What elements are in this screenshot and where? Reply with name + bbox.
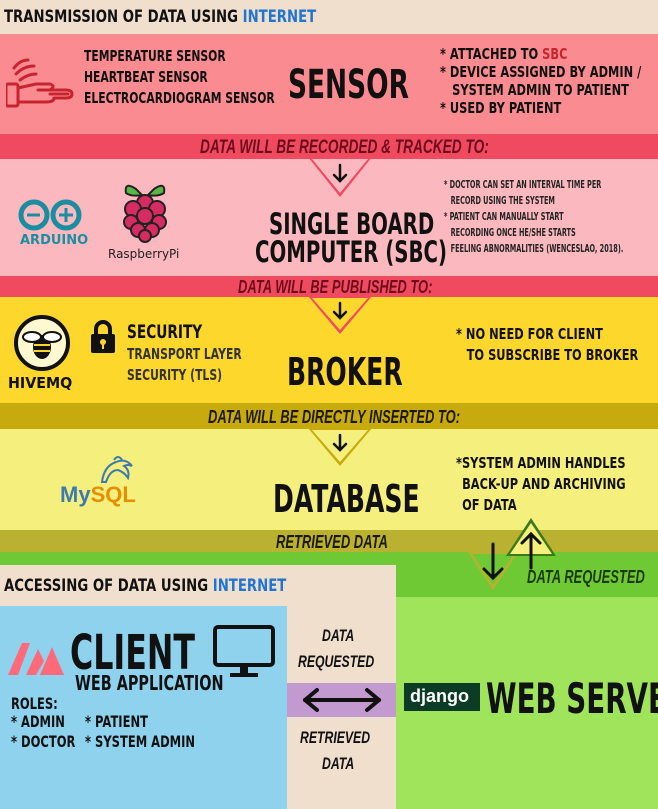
band-inserted-label: DATA WILL BE DIRECTLY INSERTED TO: (208, 407, 461, 427)
hand-sensor-icon (6, 58, 74, 108)
sbc-note: * DOCTOR CAN SET AN INTERVAL TIME PER (444, 178, 602, 191)
role-item: * SYSTEM ADMIN (85, 732, 196, 751)
role-item: * ADMIN (11, 712, 65, 731)
database-title: DATABASE (273, 477, 420, 521)
raspberry-pi-label: RaspberryPi (108, 247, 180, 261)
lock-icon (91, 320, 115, 353)
sensor-section: TEMPERATURE SENSOR HEARTBEAT SENSOR ELEC… (0, 34, 658, 134)
roles-label: ROLES: (11, 694, 58, 713)
exchange-column: DATA REQUESTED RETRIEVED DATA (287, 606, 396, 809)
sensor-note: * USED BY PATIENT (440, 99, 562, 117)
band-retrieved: RETRIEVED DATA (0, 530, 658, 552)
database-note: BACK-UP AND ARCHIVING (462, 475, 626, 493)
header-highlight: INTERNET (242, 7, 317, 27)
client-panel: CLIENT WEB APPLICATION ROLES: * ADMIN * … (0, 606, 287, 809)
band-published-label: DATA WILL BE PUBLISHED TO: (238, 277, 433, 297)
sbc-note: * PATIENT CAN MANUALLY START (444, 210, 564, 223)
tls-line1: TRANSPORT LAYER (127, 345, 242, 363)
band-recorded: DATA WILL BE RECORDED & TRACKED TO: (0, 134, 658, 159)
client-logo-icon (8, 643, 64, 675)
exchange-top-line2: REQUESTED (298, 652, 375, 671)
client-subtitle: WEB APPLICATION (75, 671, 224, 695)
band-retrieved-label: RETRIEVED DATA (276, 532, 388, 552)
header-prefix: TRANSMISSION OF DATA USING (4, 7, 243, 27)
broker-title: BROKER (287, 350, 403, 394)
mysql-label-my: My (60, 482, 91, 507)
sensor-item: ELECTROCARDIOGRAM SENSOR (84, 89, 275, 107)
security-label: SECURITY (127, 321, 203, 343)
flow-arrow-3 (308, 428, 372, 466)
broker-note: * NO NEED FOR CLIENT (456, 325, 603, 343)
raspberry-pi-icon (123, 184, 167, 243)
mysql-label-sql: SQL (90, 482, 136, 507)
exchange-bottom-line1: RETRIEVED (300, 728, 371, 747)
flow-arrow-2 (308, 296, 372, 334)
data-requested-label: DATA REQUESTED (527, 567, 645, 587)
sensor-note: * ATTACHED TO (440, 45, 543, 63)
page-header: TRANSMISSION OF DATA USING INTERNET (0, 0, 658, 34)
broker-note: TO SUBSCRIBE TO BROKER (466, 346, 639, 364)
band-inserted: DATA WILL BE DIRECTLY INSERTED TO: (0, 403, 658, 429)
access-highlight: INTERNET (212, 576, 287, 596)
sensor-item: TEMPERATURE SENSOR (84, 47, 226, 65)
access-prefix: ACCESSING OF DATA USING (4, 576, 213, 596)
exchange-bottom-line2: DATA (322, 754, 355, 773)
band-recorded-label: DATA WILL BE RECORDED & TRACKED TO: (200, 137, 489, 158)
double-arrow-icon (303, 688, 381, 712)
django-label: django (410, 686, 469, 706)
sbc-note: RECORD USING THE SYSTEM (450, 194, 555, 207)
sbc-title-line2: COMPUTER (SBC) (255, 235, 448, 269)
sbc-note: RECORDING ONCE HE/SHE STARTS (450, 226, 576, 239)
monitor-icon (213, 625, 275, 677)
django-badge: django (404, 683, 480, 711)
band-published: DATA WILL BE PUBLISHED TO: (0, 276, 658, 297)
web-server-panel: django WEB SERVER (396, 597, 658, 809)
mysql-dolphin-icon (100, 456, 133, 483)
up-arrow-icon (506, 518, 556, 570)
sensor-item: HEARTBEAT SENSOR (84, 68, 208, 86)
exchange-top-line1: DATA (322, 626, 355, 645)
sbc-title-line1: SINGLE BOARD (269, 207, 435, 241)
client-title: CLIENT (70, 625, 195, 681)
down-arrow-icon (468, 542, 518, 590)
flow-arrow-1 (308, 157, 372, 197)
database-note: *SYSTEM ADMIN HANDLES (456, 454, 626, 472)
web-server-title: WEB SERVER (486, 674, 658, 723)
arduino-label: ARDUINO (20, 233, 89, 248)
database-note: OF DATA (462, 496, 517, 514)
sensor-note-sbc: SBC (542, 45, 568, 63)
hivemq-bee-icon (14, 315, 70, 371)
sensor-title: SENSOR (288, 62, 409, 108)
hivemq-label: HIVEMQ (8, 374, 73, 392)
sensor-note: * DEVICE ASSIGNED BY ADMIN / (440, 63, 642, 81)
tls-line2: SECURITY (TLS) (127, 366, 223, 384)
role-item: * DOCTOR (11, 732, 76, 751)
role-item: * PATIENT (85, 712, 148, 731)
sensor-note: SYSTEM ADMIN TO PATIENT (452, 81, 629, 99)
sbc-note: FEELING ABNORMALITIES (WENCESLAO, 2018). (450, 242, 624, 255)
arduino-icon (18, 199, 82, 231)
